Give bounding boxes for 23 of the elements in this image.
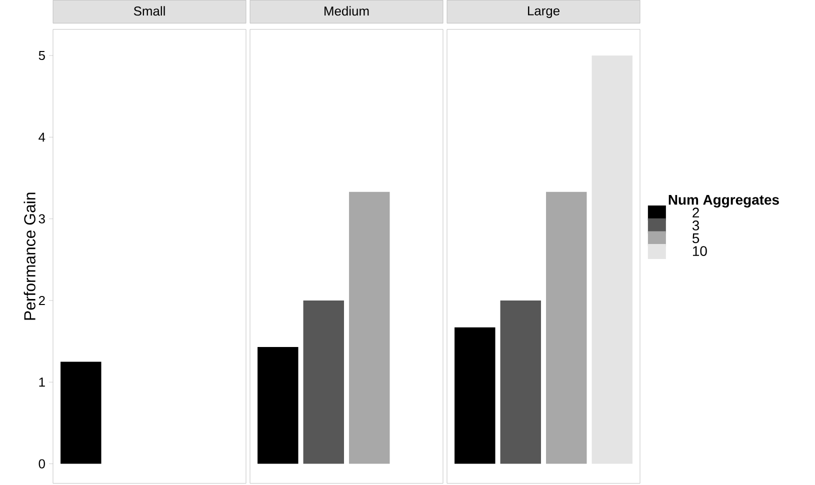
x-tick-label: Large bbox=[528, 6, 560, 18]
bar bbox=[500, 300, 541, 464]
legend-title: Num Aggregates bbox=[668, 194, 779, 208]
y-tick-label: 0 bbox=[38, 459, 45, 468]
legend-label: 5 bbox=[692, 233, 700, 243]
legend-label: 2 bbox=[692, 207, 699, 218]
y-tick-label: 1 bbox=[39, 377, 45, 386]
legend-label: 3 bbox=[692, 220, 700, 230]
bar bbox=[303, 300, 344, 464]
y-tick-label: 4 bbox=[38, 132, 46, 142]
bar bbox=[349, 192, 390, 464]
y-tick-label: 2 bbox=[38, 296, 45, 305]
bar bbox=[592, 55, 632, 464]
x-tick-label: Small bbox=[134, 6, 165, 16]
x-tick-label: Medium bbox=[324, 6, 369, 16]
y-tick-label: 3 bbox=[38, 214, 45, 224]
y-axis-title: Performance Gain bbox=[24, 192, 36, 320]
y-tick-label: 5 bbox=[38, 50, 45, 60]
bar bbox=[258, 346, 298, 464]
bar bbox=[60, 362, 102, 464]
bar bbox=[546, 192, 587, 464]
legend-label: 10 bbox=[692, 246, 707, 256]
bar bbox=[454, 327, 496, 464]
